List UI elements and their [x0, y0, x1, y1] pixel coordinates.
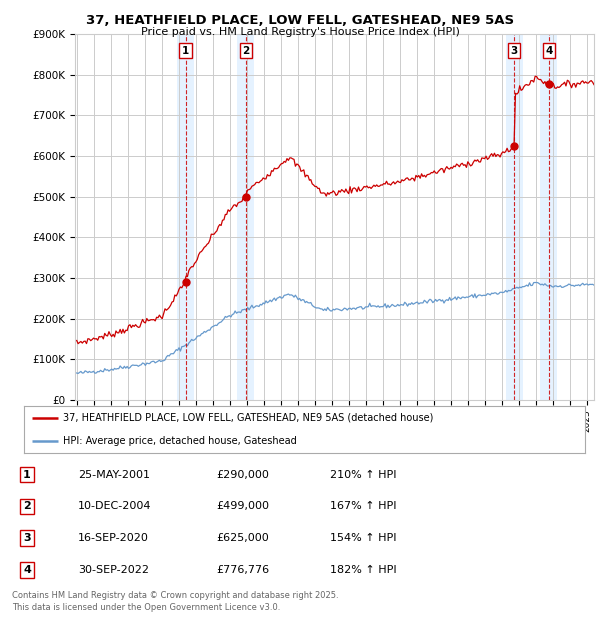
Text: 182% ↑ HPI: 182% ↑ HPI [330, 565, 397, 575]
Text: 1: 1 [23, 470, 31, 480]
Bar [238, 34, 254, 400]
Text: Price paid vs. HM Land Registry's House Price Index (HPI): Price paid vs. HM Land Registry's House … [140, 27, 460, 37]
Bar [506, 34, 523, 400]
Text: 10-DEC-2004: 10-DEC-2004 [78, 502, 151, 512]
Text: 3: 3 [23, 533, 31, 543]
Text: 2: 2 [242, 45, 250, 56]
Text: 37, HEATHFIELD PLACE, LOW FELL, GATESHEAD, NE9 5AS: 37, HEATHFIELD PLACE, LOW FELL, GATESHEA… [86, 14, 514, 27]
Text: 1: 1 [182, 45, 189, 56]
Text: This data is licensed under the Open Government Licence v3.0.: This data is licensed under the Open Gov… [12, 603, 280, 612]
Text: 37, HEATHFIELD PLACE, LOW FELL, GATESHEAD, NE9 5AS (detached house): 37, HEATHFIELD PLACE, LOW FELL, GATESHEA… [63, 413, 434, 423]
Bar [177, 34, 194, 400]
Text: £290,000: £290,000 [216, 470, 269, 480]
Text: 4: 4 [23, 565, 31, 575]
Text: 30-SEP-2022: 30-SEP-2022 [78, 565, 149, 575]
Text: 210% ↑ HPI: 210% ↑ HPI [330, 470, 397, 480]
Text: 4: 4 [545, 45, 553, 56]
Text: 16-SEP-2020: 16-SEP-2020 [78, 533, 149, 543]
Bar [541, 34, 557, 400]
Text: HPI: Average price, detached house, Gateshead: HPI: Average price, detached house, Gate… [63, 436, 297, 446]
Text: £625,000: £625,000 [216, 533, 269, 543]
Text: £499,000: £499,000 [216, 502, 269, 512]
Text: 154% ↑ HPI: 154% ↑ HPI [330, 533, 397, 543]
Text: 25-MAY-2001: 25-MAY-2001 [78, 470, 150, 480]
Text: Contains HM Land Registry data © Crown copyright and database right 2025.: Contains HM Land Registry data © Crown c… [12, 590, 338, 600]
Text: 2: 2 [23, 502, 31, 512]
Text: £776,776: £776,776 [216, 565, 269, 575]
Text: 167% ↑ HPI: 167% ↑ HPI [330, 502, 397, 512]
Text: 3: 3 [511, 45, 518, 56]
